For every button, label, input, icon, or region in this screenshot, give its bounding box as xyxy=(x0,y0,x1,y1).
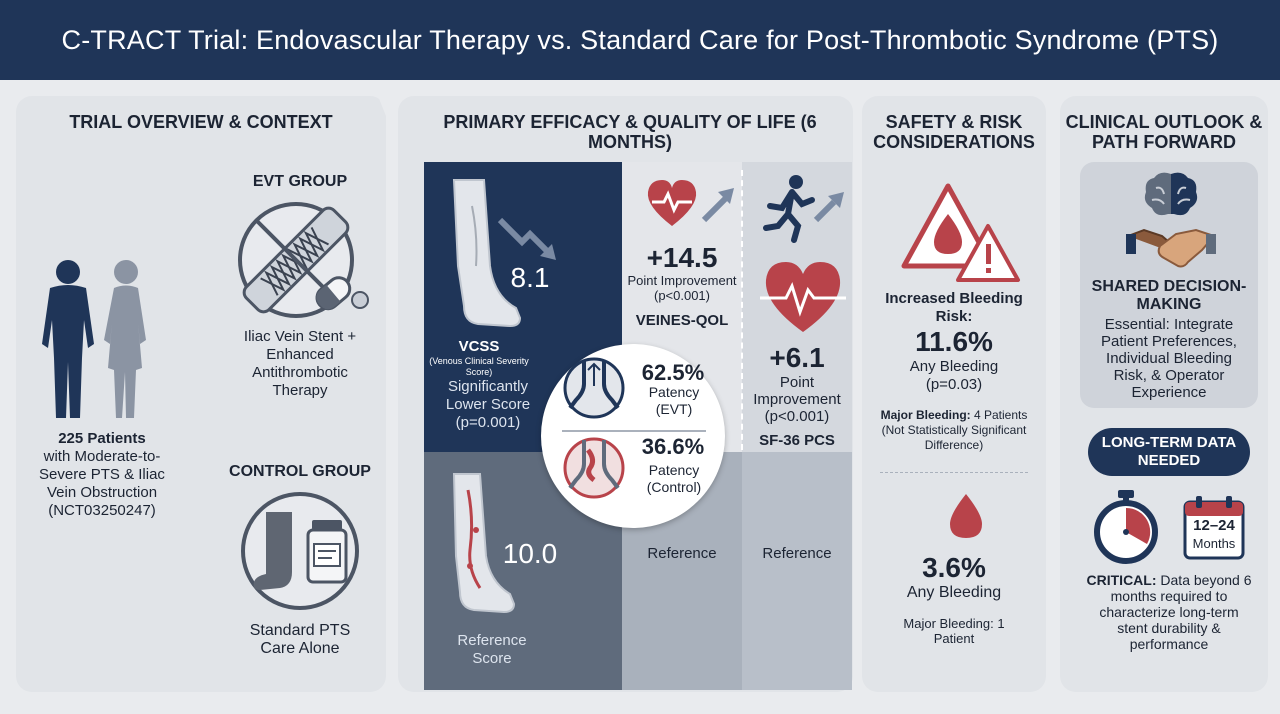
control-group-description: Standard PTS Care Alone xyxy=(249,622,351,657)
sf36-control-cell xyxy=(742,452,852,690)
patency-control-label: Patency (Control) xyxy=(646,462,702,495)
safety-heading: SAFETY & RISK CONSIDERATIONS xyxy=(873,112,1035,152)
veines-value: +14.5 xyxy=(646,242,718,273)
evt-group-description: Iliac Vein Stent + Enhanced Antithrombot… xyxy=(243,328,357,399)
patients-icon xyxy=(42,260,146,418)
sf36-control: Reference xyxy=(762,545,832,562)
patients-description: with Moderate-to-Severe PTS & Iliac Vein… xyxy=(39,448,165,519)
calendar-icon xyxy=(1183,496,1245,560)
evt-bleeding-description: Any Bleeding (p=0.03) xyxy=(909,358,999,393)
safety-divider xyxy=(880,472,1028,473)
open-vein-icon xyxy=(563,357,625,419)
healthy-leg-icon xyxy=(452,179,522,328)
patency-divider xyxy=(562,430,706,432)
brain-icon xyxy=(1144,172,1198,216)
warning-triangle-icon xyxy=(901,183,1020,282)
sf36-label: SF-36 PCS xyxy=(759,432,835,449)
patients-count: 225 Patients xyxy=(58,430,146,447)
evt-bleeding-value: 11.6% xyxy=(915,326,993,357)
blood-drop-icon xyxy=(950,494,982,538)
vcss-control-value: 10.0 xyxy=(502,538,558,569)
trend-down-arrow-icon xyxy=(497,217,556,260)
control-bleeding-value: 3.6% xyxy=(922,552,986,583)
bleeding-risk-label: Increased Bleeding Risk: xyxy=(885,290,1023,325)
outlook-heading: CLINICAL OUTLOOK & PATH FORWARD xyxy=(1065,112,1263,152)
long-term-data-pill: LONG-TERM DATA NEEDED xyxy=(1088,428,1250,476)
affected-leg-icon xyxy=(452,473,516,614)
control-major-bleeding: Major Bleeding: 1 Patient xyxy=(903,616,1005,646)
patency-control-value: 36.6% xyxy=(641,434,705,459)
stopwatch-icon xyxy=(1094,490,1158,564)
medication-bottle-icon xyxy=(306,520,348,584)
page-header: C-TRACT Trial: Endovascular Therapy vs. … xyxy=(0,0,1280,80)
heart-trend-up-icon xyxy=(647,180,734,226)
handshake-icon xyxy=(1126,228,1216,268)
veines-label: VEINES-QOL xyxy=(635,312,729,329)
shared-decision-label: SHARED DECISION-MAKING xyxy=(1091,278,1247,313)
overview-heading: TRIAL OVERVIEW & CONTEXT xyxy=(69,112,333,132)
efficacy-heading: PRIMARY EFFICACY & QUALITY OF LIFE (6 MO… xyxy=(443,112,817,152)
runner-trend-up-icon xyxy=(763,175,844,243)
sf36-value: +6.1 xyxy=(769,342,825,373)
calendar-range: 12–24 xyxy=(1193,517,1235,534)
stent-icon xyxy=(238,202,369,318)
vcss-sublabel: (Venous Clinical Severity Score) xyxy=(429,356,529,377)
sf36-description: Point Improvement (p<0.001) xyxy=(753,374,841,425)
compression-stocking-icon xyxy=(241,492,359,610)
control-group-label: CONTROL GROUP xyxy=(229,463,371,480)
page-title: C-TRACT Trial: Endovascular Therapy vs. … xyxy=(61,24,1219,55)
vcss-evt-value: 8.1 xyxy=(510,262,550,293)
heart-rate-icon xyxy=(760,262,846,332)
vcss-label: VCSS xyxy=(458,338,500,355)
calendar-unit: Months xyxy=(1192,536,1236,551)
critical-note: CRITICAL: Data beyond 6 months required … xyxy=(1086,572,1252,652)
veines-description: Point Improvement (p<0.001) xyxy=(627,273,737,303)
control-bleeding-description: Any Bleeding xyxy=(906,584,1002,601)
veines-control: Reference xyxy=(647,545,717,562)
evt-group-label: EVT GROUP xyxy=(252,173,348,190)
column-divider xyxy=(741,170,743,450)
vcss-control-description: Reference Score xyxy=(457,632,527,667)
patency-evt-value: 62.5% xyxy=(641,360,705,385)
patency-evt-label: Patency (EVT) xyxy=(648,384,700,417)
pill-icon xyxy=(315,276,369,311)
vcss-description: Significantly Lower Score (p=0.001) xyxy=(445,378,531,431)
evt-bleeding-note: (Not Statistically Significant Differenc… xyxy=(881,423,1027,452)
shared-decision-description: Essential: Integrate Patient Preferences… xyxy=(1101,316,1237,401)
narrowed-vein-icon xyxy=(563,437,625,499)
evt-major-bleeding: Major Bleeding: 4 Patients xyxy=(880,408,1028,422)
